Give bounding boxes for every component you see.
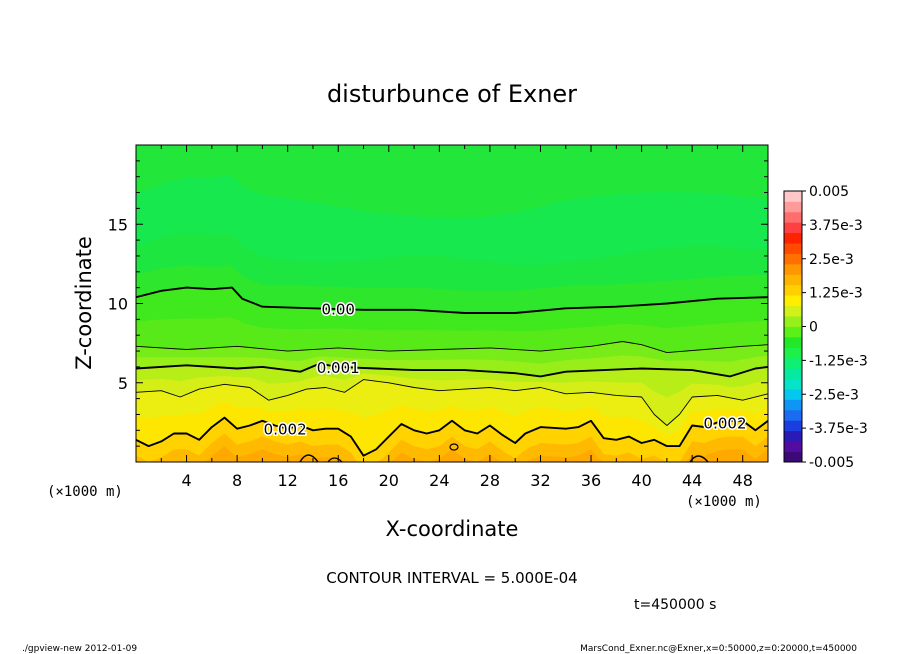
x-tick-label: 24: [429, 471, 449, 490]
colorbar-label: -1.25e-3: [809, 353, 868, 369]
x-tick-label: 48: [733, 471, 753, 490]
small-contour: [299, 454, 319, 462]
time-text: t=450000 s: [634, 597, 716, 613]
colorbar-swatch: [784, 326, 802, 338]
x-tick-label: 8: [232, 471, 242, 490]
x-tick-label: 36: [581, 471, 601, 490]
colorbar-swatch: [784, 368, 802, 380]
colorbar-label: 0: [809, 320, 818, 336]
chart-title: disturbunce of Exner: [327, 80, 577, 108]
contour-line: [136, 379, 768, 426]
colorbar-swatch: [784, 295, 802, 307]
colorbar-swatch: [784, 232, 802, 244]
y-axis-unit: (×1000 m): [47, 484, 123, 500]
small-contour: [689, 455, 709, 462]
x-tick-label: 44: [682, 471, 702, 490]
colorbar-swatch: [784, 430, 802, 442]
colorbar-label: -3.75e-3: [809, 421, 868, 437]
colorbar-label: 3.75e-3: [809, 218, 863, 234]
colorbar-swatch: [784, 389, 802, 400]
contour-line: [136, 341, 768, 354]
contour-label: 0.001: [317, 359, 360, 377]
contour-label: 0.002: [704, 414, 747, 432]
colorbar-swatch: [784, 409, 802, 421]
small-contour: [449, 443, 459, 451]
x-tick-label: 20: [379, 471, 399, 490]
colorbar: 0.005 3.75e-3 2.5e-3 1.25e-3 0 -1.25e-3 -2.5e-…: [783, 184, 868, 471]
x-axis-unit: (×1000 m): [686, 494, 762, 510]
colorbar-swatch: [784, 378, 802, 390]
plot-area: [136, 145, 768, 462]
contour-interval-text: CONTOUR INTERVAL = 5.000E-04: [326, 569, 577, 587]
x-tick-label: 16: [328, 471, 348, 490]
y-tick-label: 10: [108, 295, 128, 314]
colorbar-swatch: [784, 243, 802, 254]
colorbar-swatch: [784, 451, 802, 463]
y-tick-label: 5: [118, 374, 128, 393]
x-tick-label: 32: [530, 471, 550, 490]
colorbar-swatch: [784, 222, 802, 234]
colorbar-swatch: [784, 420, 802, 432]
colorbar-swatch: [784, 399, 802, 411]
colorbar-label: 2.5e-3: [809, 252, 854, 268]
contour-labels: 0.00 0.001 0.002 0.002: [262, 299, 748, 440]
colorbar-swatch: [784, 305, 802, 317]
band-2-25: [136, 433, 768, 462]
contour-line: [136, 416, 768, 457]
y-tick-label: 15: [108, 215, 128, 234]
footer-left: ./gpview-new 2012-01-09: [22, 644, 137, 654]
small-contour: [327, 457, 343, 462]
x-tick-label: 28: [480, 471, 500, 490]
x-tick-label: 40: [631, 471, 651, 490]
field-bands: [136, 145, 768, 462]
colorbar-swatch: [784, 316, 802, 327]
band-2-5: [136, 446, 768, 462]
colorbar-swatch: [784, 253, 802, 265]
footer-right: MarsCond_Exner.nc@Exner,x=0:50000,z=0:20…: [580, 644, 857, 654]
contour-label: 0.00: [322, 300, 355, 318]
colorbar-swatch: [784, 347, 802, 359]
colorbar-swatch: [784, 357, 802, 369]
colorbar-swatch: [784, 336, 802, 348]
colorbar-label: 0.005: [809, 184, 849, 200]
colorbar-swatch: [784, 263, 802, 275]
colorbar-swatch: [784, 211, 802, 223]
x-tick-label: 4: [181, 471, 191, 490]
colorbar-swatch: [784, 284, 802, 296]
contour-label: 0.002: [264, 421, 307, 439]
colorbar-label: 1.25e-3: [809, 286, 863, 302]
contour-line: [136, 286, 768, 314]
x-axis-label: X-coordinate: [386, 517, 519, 541]
colorbar-swatch: [784, 201, 802, 213]
colorbar-swatch: [784, 191, 802, 202]
y-axis-label: Z-coordinate: [72, 236, 96, 370]
contour-lines: [136, 286, 768, 457]
colorbar-label: -0.005: [809, 455, 854, 471]
x-tick-label: 12: [278, 471, 298, 490]
colorbar-swatch: [784, 441, 802, 452]
colorbar-label: -2.5e-3: [809, 387, 859, 403]
colorbar-swatch: [784, 274, 802, 286]
contour-line: [136, 362, 768, 378]
